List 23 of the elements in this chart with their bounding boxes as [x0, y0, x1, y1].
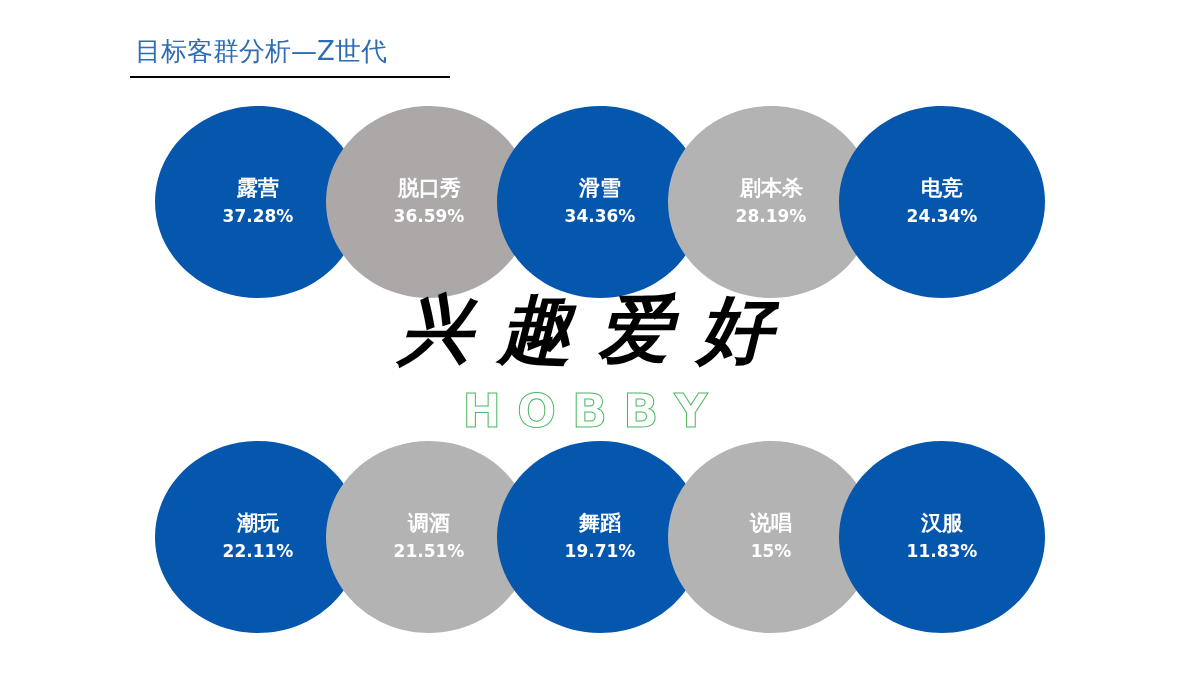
data-label: 22.11%	[222, 541, 294, 561]
category-label: 调酒	[407, 511, 450, 535]
data-label: 24.34%	[906, 206, 978, 226]
category-label: 露营	[236, 176, 279, 200]
data-label: 21.51%	[393, 541, 465, 561]
category-label: 潮玩	[236, 511, 280, 535]
text: 兴 趣 爱 好	[395, 286, 780, 372]
data-label: 11.83%	[906, 541, 978, 561]
category-label: 剧本杀	[738, 176, 803, 200]
category-label: 脱口秀	[396, 176, 461, 200]
category-label: 汉服	[920, 511, 964, 535]
category-label: 说唱	[749, 511, 792, 535]
text: 目标客群分析—Z世代	[135, 36, 387, 66]
data-label: 36.59%	[393, 206, 465, 226]
category-label: 舞蹈	[578, 511, 621, 535]
category-label: 电竞	[921, 176, 963, 200]
category-label: 滑雪	[578, 176, 621, 200]
data-label: 34.36%	[564, 206, 636, 226]
data-label: 28.19%	[735, 206, 807, 226]
text: H O B B Y	[462, 384, 709, 438]
data-label: 37.28%	[222, 206, 294, 226]
data-label: 19.71%	[564, 541, 636, 561]
data-label: 15%	[750, 541, 792, 561]
